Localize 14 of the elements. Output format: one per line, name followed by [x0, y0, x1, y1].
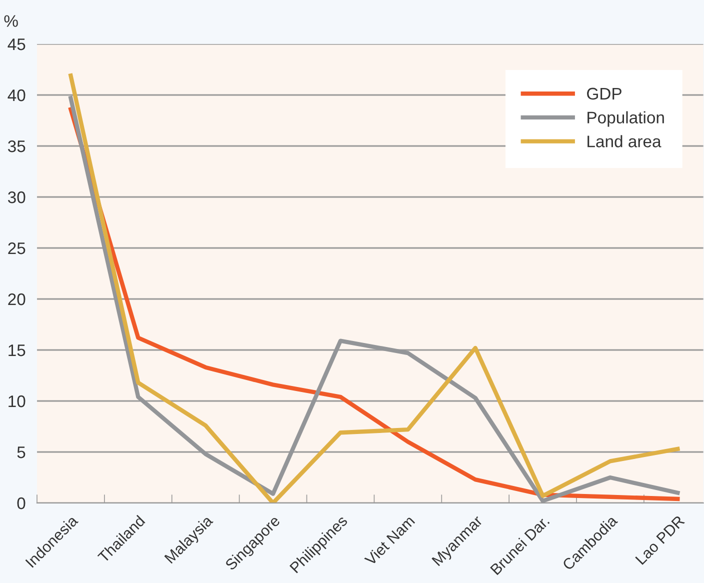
y-tick-label: 45 [8, 38, 26, 50]
y-tick-label: 5 [17, 446, 26, 458]
y-axis-title: % [4, 15, 18, 27]
y-tick-label: 25 [8, 242, 26, 254]
legend-label: Land area [588, 135, 662, 148]
y-tick-label: 20 [8, 293, 26, 306]
y-tick-label: 10 [8, 395, 26, 408]
legend-label: GDP [587, 88, 622, 100]
y-tick-label: 35 [8, 140, 26, 152]
legend-label: Population [588, 111, 664, 127]
y-tick-label: 15 [8, 344, 26, 356]
y-tick-label: 40 [8, 89, 26, 102]
y-tick-label: 0 [17, 497, 26, 510]
y-tick-label: 30 [8, 191, 26, 204]
